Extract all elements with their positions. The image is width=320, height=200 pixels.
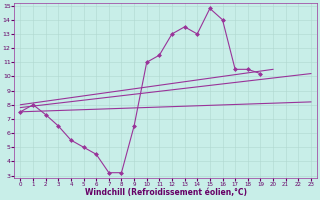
X-axis label: Windchill (Refroidissement éolien,°C): Windchill (Refroidissement éolien,°C) [85,188,247,197]
